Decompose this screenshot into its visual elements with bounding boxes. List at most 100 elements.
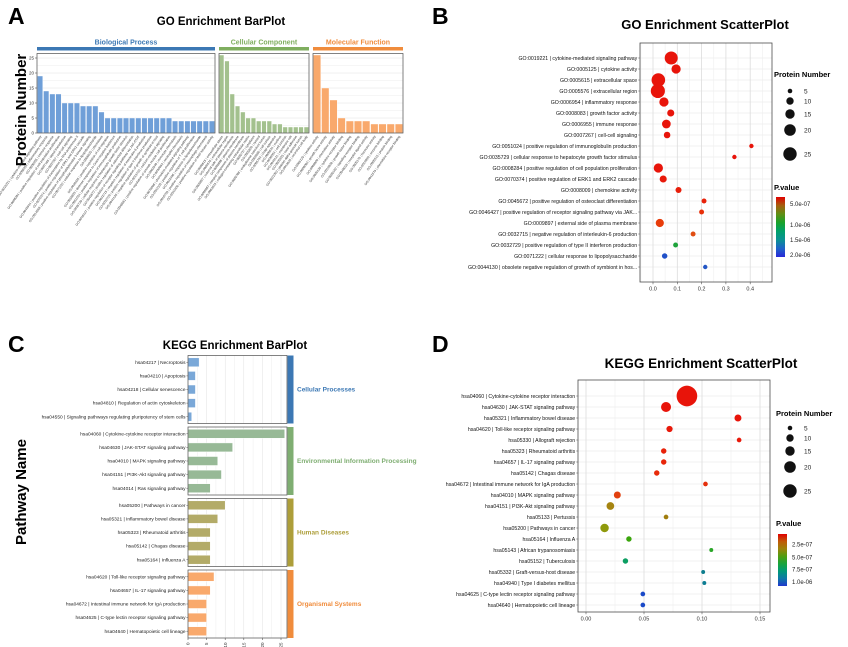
pvalue-legend-label: 5.0e-07 [790, 202, 811, 208]
term-label: GO:0070374 | positive regulation of ERK1… [495, 177, 637, 183]
bar [166, 117, 172, 134]
facet-panel-border [187, 426, 288, 496]
bar [313, 54, 322, 134]
facet-label: Human Diseases [297, 530, 349, 537]
bar [394, 123, 403, 134]
term-label: GO:0019221 | cytokine-mediated signaling… [518, 56, 637, 62]
y-axis-tick-label: 5 [31, 116, 34, 121]
bar [219, 54, 225, 134]
bar [277, 123, 283, 134]
term-label: GO:0044130 | obsolete negative regulatio… [468, 265, 637, 271]
bar [378, 123, 387, 134]
panel-border [577, 379, 771, 613]
term-label: hsa04625 | C-type lectin receptor signal… [456, 592, 575, 598]
bar [153, 117, 160, 134]
bar [187, 514, 219, 524]
bar [49, 93, 56, 134]
data-point [613, 491, 621, 499]
legend-size-circle [783, 147, 797, 161]
panel-a-letter: A [8, 3, 25, 29]
legend-size-label: 10 [804, 435, 812, 442]
data-point [709, 548, 714, 552]
data-point [671, 64, 681, 74]
bar [147, 117, 154, 134]
data-point [651, 73, 666, 87]
x-axis-tick-label: 0.0 [649, 287, 657, 293]
bar [229, 93, 235, 134]
bar [37, 75, 43, 134]
term-label: hsa05142 | Chagas disease [511, 471, 575, 477]
data-point [600, 523, 609, 533]
y-axis-tick-label: 20 [29, 71, 35, 76]
data-point [655, 218, 664, 228]
data-point [661, 448, 667, 454]
pvalue-legend-title: P.value [776, 519, 801, 528]
facet-label: Cellular Component [231, 40, 298, 47]
term-label: GO:0005615 | extracellular space [560, 78, 637, 84]
data-point [734, 414, 742, 422]
y-axis-tick-label: 15 [29, 86, 35, 91]
data-point [606, 502, 615, 510]
term-label: GO:0007267 | cell-cell signaling [564, 133, 637, 139]
bar [129, 117, 136, 134]
pathway-label: hsa04672 | Intestinal immune network for… [66, 602, 186, 608]
data-point [661, 459, 667, 465]
data-point [653, 163, 663, 173]
bar [92, 105, 99, 134]
y-axis-tick-label: 0 [31, 131, 34, 136]
term-label: GO:0046427 | positive regulation of rece… [469, 210, 637, 216]
term-label: GO:0008083 | growth factor activity [556, 111, 638, 117]
panel-border [639, 42, 773, 283]
bar [61, 102, 68, 134]
x-axis-tick-label: 0 [186, 642, 191, 645]
facet-label: Environmental Information Processing [297, 458, 417, 465]
bar [67, 102, 74, 134]
data-point [701, 198, 707, 204]
bar [345, 120, 354, 134]
data-point [663, 514, 669, 520]
bar [321, 87, 330, 134]
legend-size-label: 20 [804, 127, 812, 134]
term-label: GO:0071222 | cellular response to lipopo… [514, 254, 637, 260]
bar [293, 126, 299, 134]
data-point [654, 470, 660, 476]
kegg-scatterplot-canvas: hsa04060 | Cytokine-cytokine receptor in… [446, 379, 832, 623]
bar [256, 120, 262, 134]
pvalue-legend-label: 1.5e-06 [790, 238, 811, 244]
term-label: hsa04010 | MAPK signaling pathway [491, 493, 576, 499]
x-axis-tick-label: 0.05 [639, 617, 650, 623]
panel-c-letter: C [8, 331, 25, 357]
pathway-label: hsa04810 | Regulation of actin cytoskele… [93, 401, 186, 407]
bar [224, 60, 230, 134]
pathway-label: hsa04217 | Necroptosis [135, 360, 186, 366]
pathway-label: hsa04657 | IL-17 signaling pathway [110, 588, 186, 594]
bar [116, 117, 123, 134]
pathway-label: hsa04620 | Toll-like receptor signaling … [86, 574, 186, 580]
bar [235, 105, 241, 134]
pathway-label: hsa05164 | Influenza A [137, 557, 187, 563]
data-point [673, 242, 679, 248]
pvalue-legend-label: 5.0e-07 [792, 555, 813, 561]
bar [329, 99, 338, 134]
legend-size-circle [786, 434, 794, 442]
legend-size-label: 15 [804, 448, 812, 455]
panel-bg [578, 380, 770, 612]
bar [370, 123, 379, 134]
pathway-label: hsa04151 | PI3K-Akt signaling pathway [102, 472, 186, 478]
data-point [699, 209, 705, 215]
x-axis-tick-label: 15 [241, 642, 246, 647]
bar [172, 120, 179, 134]
term-label: GO:0008284 | positive regulation of cell… [493, 166, 638, 172]
facet-strip [313, 47, 403, 51]
pathway-label: hsa05321 | Inflammatory bowel disease [101, 517, 186, 523]
data-point [690, 231, 696, 237]
term-label: hsa05164 | Influenza A [523, 537, 576, 543]
facet-strip [287, 355, 294, 424]
term-label: GO:0009897 | external side of plasma mem… [524, 221, 638, 227]
term-label: hsa05321 | Inflammatory bowel disease [484, 416, 575, 422]
term-label: hsa05323 | Rheumatoid arthritis [502, 449, 576, 455]
x-axis-tick-label: 10 [223, 642, 228, 647]
pvalue-gradient-bar [776, 197, 785, 257]
